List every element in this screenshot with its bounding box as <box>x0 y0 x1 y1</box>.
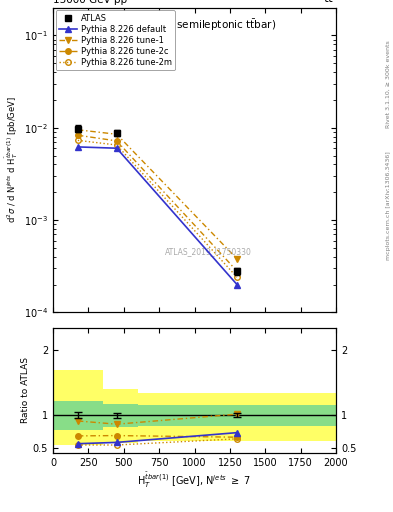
Y-axis label: d$^2\sigma$ / d N$^{jets}$ d H$_T^{\bar{t}bar(1)}$ [pb/GeV]: d$^2\sigma$ / d N$^{jets}$ d H$_T^{\bar{… <box>3 97 20 223</box>
Text: 13000 GeV pp: 13000 GeV pp <box>53 0 127 5</box>
Text: tt$\bar{}$: tt$\bar{}$ <box>323 0 336 5</box>
Text: Rivet 3.1.10, ≥ 300k events: Rivet 3.1.10, ≥ 300k events <box>386 40 391 127</box>
X-axis label: H$_T^{\bar{t}bar(1)}$ [GeV], N$^{jets}$ $\geq$ 7: H$_T^{\bar{t}bar(1)}$ [GeV], N$^{jets}$ … <box>138 471 252 490</box>
Legend: ATLAS, Pythia 8.226 default, Pythia 8.226 tune-1, Pythia 8.226 tune-2c, Pythia 8: ATLAS, Pythia 8.226 default, Pythia 8.22… <box>55 10 175 70</box>
Y-axis label: Ratio to ATLAS: Ratio to ATLAS <box>21 357 30 423</box>
Text: tt$\overline{\rm H}_T$ (ATLAS semileptonic t$\bar{\rm t}$bar): tt$\overline{\rm H}_T$ (ATLAS semilepton… <box>112 17 277 33</box>
Text: mcplots.cern.ch [arXiv:1306.3436]: mcplots.cern.ch [arXiv:1306.3436] <box>386 152 391 260</box>
Text: ATLAS_2019_I1750330: ATLAS_2019_I1750330 <box>165 247 252 256</box>
